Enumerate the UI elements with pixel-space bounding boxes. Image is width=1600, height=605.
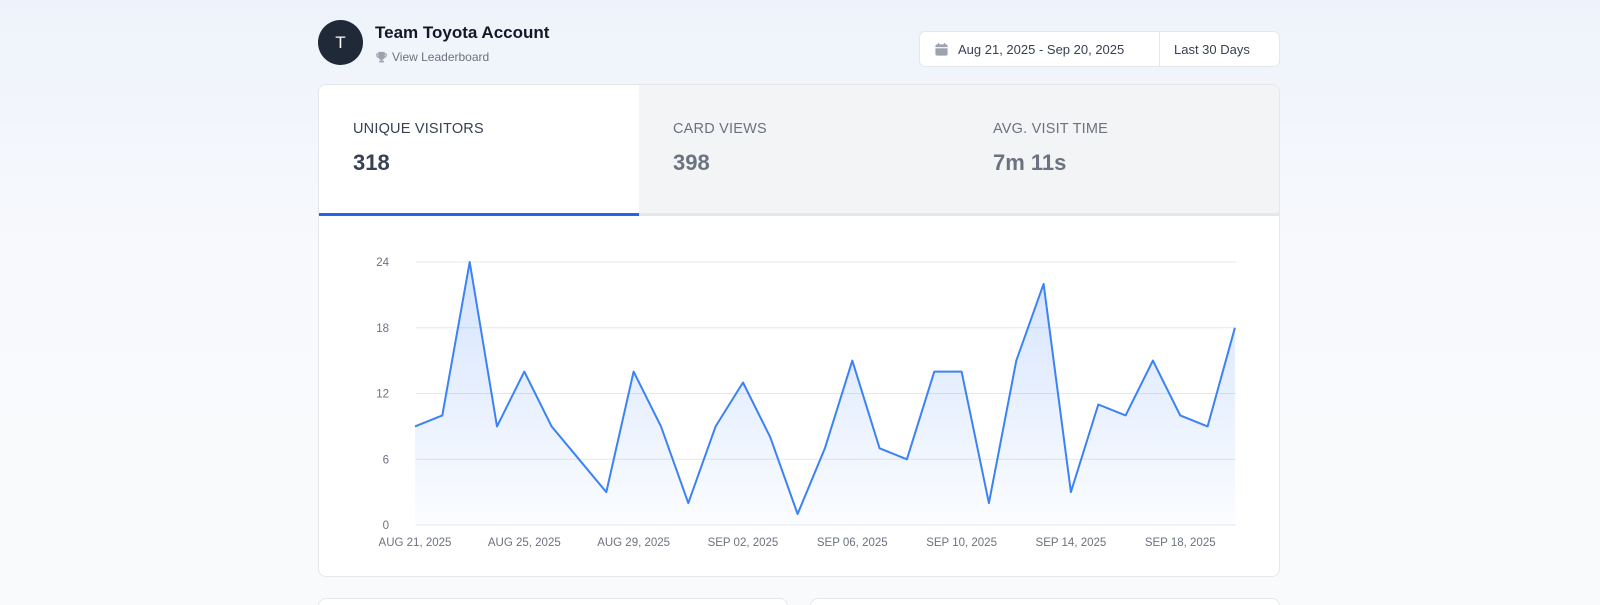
data-point[interactable] bbox=[874, 442, 886, 454]
y-tick-label: 6 bbox=[383, 454, 389, 466]
leaderboard-label: View Leaderboard bbox=[392, 50, 490, 64]
data-point[interactable] bbox=[819, 442, 831, 454]
data-point[interactable] bbox=[518, 366, 530, 378]
x-tick-label: AUG 21, 2025 bbox=[379, 537, 452, 549]
x-tick-label: SEP 18, 2025 bbox=[1145, 537, 1216, 549]
x-tick-label: SEP 10, 2025 bbox=[926, 537, 997, 549]
line-chart-svg: 0 6 12 18 24 AUG 21, 2025 AUG 25, 2025 AUG 29,… bbox=[376, 256, 1241, 549]
data-point[interactable] bbox=[464, 256, 476, 268]
data-point[interactable] bbox=[1038, 278, 1050, 290]
data-point[interactable] bbox=[928, 366, 940, 378]
data-point[interactable] bbox=[846, 355, 858, 367]
data-point[interactable] bbox=[573, 453, 585, 465]
x-tick-label: SEP 06, 2025 bbox=[817, 537, 888, 549]
x-tick-label: SEP 14, 2025 bbox=[1036, 537, 1107, 549]
tab-value: 7m 11s bbox=[993, 150, 1067, 175]
data-point[interactable] bbox=[956, 366, 968, 378]
data-point[interactable] bbox=[710, 420, 722, 432]
y-tick-label: 12 bbox=[376, 389, 389, 401]
data-point[interactable] bbox=[546, 420, 558, 432]
series-line bbox=[414, 261, 1236, 515]
calendar-icon bbox=[934, 42, 949, 57]
avatar[interactable]: T bbox=[318, 20, 363, 65]
y-tick-label: 24 bbox=[376, 257, 389, 269]
data-point[interactable] bbox=[792, 508, 804, 520]
data-point[interactable] bbox=[1120, 409, 1132, 421]
account-header: T Team Toyota Account View Leaderboard A… bbox=[318, 20, 1280, 70]
data-point[interactable] bbox=[1092, 398, 1104, 410]
data-point[interactable] bbox=[600, 486, 612, 498]
x-tick-label: AUG 25, 2025 bbox=[488, 537, 561, 549]
metric-tabs: UNIQUE VISITORS 318 CARD VIEWS 398 AVG. … bbox=[319, 85, 1279, 216]
y-tick-label: 18 bbox=[376, 323, 389, 335]
analytics-card: UNIQUE VISITORS 318 CARD VIEWS 398 AVG. … bbox=[318, 84, 1280, 577]
date-range-text: Aug 21, 2025 - Sep 20, 2025 bbox=[958, 41, 1125, 57]
tab-label: CARD VIEWS bbox=[673, 121, 767, 137]
date-range-picker: Aug 21, 2025 - Sep 20, 2025 Last 30 Days bbox=[919, 31, 1280, 67]
data-point[interactable] bbox=[655, 420, 667, 432]
data-point[interactable] bbox=[491, 420, 503, 432]
tab-value: 398 bbox=[673, 150, 710, 175]
tab-label: UNIQUE VISITORS bbox=[353, 121, 484, 137]
data-point[interactable] bbox=[1065, 486, 1077, 498]
data-point[interactable] bbox=[1147, 355, 1159, 367]
area-fill bbox=[415, 262, 1235, 525]
data-point[interactable] bbox=[1174, 409, 1186, 421]
x-tick-label: AUG 29, 2025 bbox=[597, 537, 670, 549]
tab-unique-visitors[interactable]: UNIQUE VISITORS 318 bbox=[319, 85, 639, 216]
x-tick-label: SEP 02, 2025 bbox=[708, 537, 779, 549]
bottom-card-right bbox=[810, 598, 1280, 605]
view-leaderboard-link[interactable]: View Leaderboard bbox=[375, 50, 489, 64]
tab-label: AVG. VISIT TIME bbox=[993, 121, 1108, 137]
data-point[interactable] bbox=[436, 409, 448, 421]
date-range-button[interactable]: Aug 21, 2025 - Sep 20, 2025 bbox=[920, 32, 1160, 66]
data-point[interactable] bbox=[901, 453, 913, 465]
account-name: Team Toyota Account bbox=[375, 23, 550, 42]
data-point[interactable] bbox=[737, 377, 749, 389]
trophy-icon bbox=[375, 51, 388, 64]
data-point[interactable] bbox=[682, 497, 694, 509]
data-point[interactable] bbox=[1202, 420, 1214, 432]
preset-dropdown[interactable]: Last 30 Days bbox=[1174, 41, 1250, 57]
tab-card-views[interactable]: CARD VIEWS 398 bbox=[639, 85, 959, 213]
visitors-chart: 0 6 12 18 24 AUG 21, 2025 AUG 25, 2025 AUG 29,… bbox=[319, 219, 1279, 576]
y-tick-label: 0 bbox=[383, 520, 389, 532]
data-point[interactable] bbox=[983, 497, 995, 509]
tab-avg-visit-time[interactable]: AVG. VISIT TIME 7m 11s bbox=[959, 85, 1279, 213]
tab-value: 318 bbox=[353, 150, 390, 175]
data-point[interactable] bbox=[1010, 355, 1022, 367]
data-point[interactable] bbox=[628, 366, 640, 378]
data-point[interactable] bbox=[764, 431, 776, 443]
bottom-card-left bbox=[318, 598, 788, 605]
data-point[interactable] bbox=[1229, 322, 1241, 334]
data-point[interactable] bbox=[409, 420, 421, 432]
